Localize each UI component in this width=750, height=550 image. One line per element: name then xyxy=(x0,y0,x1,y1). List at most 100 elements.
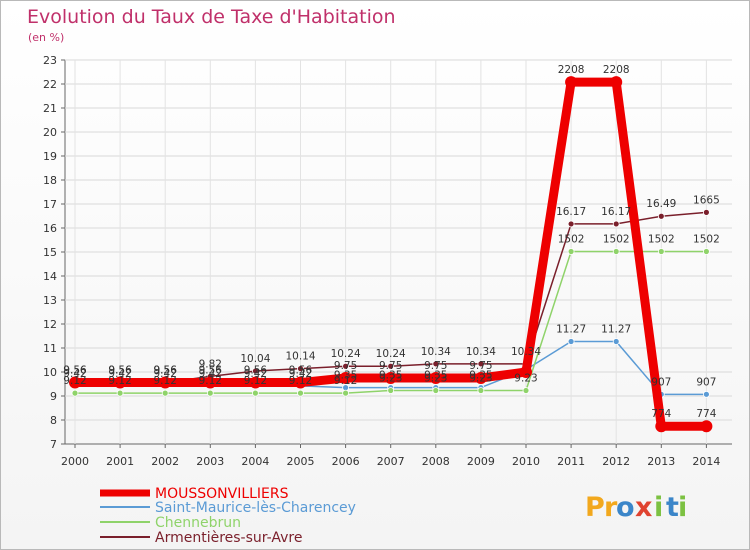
legend-label: Armentières-sur-Avre xyxy=(155,530,303,546)
brand-letter: o xyxy=(616,492,635,523)
data-point xyxy=(477,387,485,394)
data-point xyxy=(703,208,710,216)
data-label: 9.23 xyxy=(379,372,402,384)
data-label: 774 xyxy=(651,408,671,420)
data-point xyxy=(432,387,440,394)
data-label: 10.34 xyxy=(421,346,451,358)
data-label: 9.42 xyxy=(154,368,177,380)
y-tick-label: 21 xyxy=(43,102,57,115)
legend: MOUSSONVILLIERSSaint-Maurice-lès-Charenc… xyxy=(100,486,356,546)
data-label: 9.35 xyxy=(424,370,447,382)
data-label: 9.56 xyxy=(289,365,313,377)
data-point xyxy=(612,220,620,228)
data-label: 2208 xyxy=(558,64,585,76)
y-tick-label: 13 xyxy=(43,294,57,307)
data-label: 1665 xyxy=(693,194,720,206)
data-point xyxy=(69,376,81,389)
data-label: 9.12 xyxy=(63,375,86,387)
data-label: 16.17 xyxy=(556,206,586,218)
data-label: 16.17 xyxy=(601,206,631,218)
data-label: 9.42 xyxy=(199,368,222,380)
x-tick-label: 2013 xyxy=(647,455,675,468)
data-point xyxy=(432,360,440,368)
data-point xyxy=(565,76,578,89)
data-label: 2208 xyxy=(603,64,630,76)
data-point xyxy=(520,366,532,378)
y-tick-label: 9 xyxy=(50,390,57,403)
data-label: 10.24 xyxy=(376,348,406,360)
data-label: 9.82 xyxy=(199,358,222,370)
data-point xyxy=(339,372,352,384)
data-label: 9.42 xyxy=(63,368,86,380)
data-label: 9.12 xyxy=(244,375,267,387)
data-label: 9.75 xyxy=(469,360,492,372)
data-point xyxy=(429,372,442,384)
x-tick-label: 2007 xyxy=(377,455,405,468)
data-point xyxy=(522,387,530,394)
x-tick-label: 2006 xyxy=(332,455,360,468)
data-label: 1502 xyxy=(648,234,675,246)
y-tick-label: 8 xyxy=(50,414,57,427)
data-label: 10.24 xyxy=(331,348,361,360)
x-tick-label: 2005 xyxy=(287,455,315,468)
series-lines xyxy=(69,76,713,433)
data-point xyxy=(161,389,169,397)
brand-letter: i xyxy=(654,492,663,523)
data-label: 9.75 xyxy=(379,360,402,372)
data-label: 9.12 xyxy=(289,375,312,387)
data-point xyxy=(342,362,350,370)
y-tick-label: 17 xyxy=(43,198,57,211)
data-label: 10.04 xyxy=(240,353,270,365)
data-label: 9.12 xyxy=(108,375,131,387)
data-point xyxy=(567,220,575,228)
data-point xyxy=(297,389,304,397)
x-tick-label: 2009 xyxy=(467,455,495,468)
data-label: 1502 xyxy=(693,234,720,246)
data-label: 9.75 xyxy=(334,360,357,372)
brand-letter: t xyxy=(666,492,679,523)
data-point xyxy=(657,248,665,255)
y-tick-label: 19 xyxy=(43,150,57,163)
data-label: 9.35 xyxy=(379,370,402,382)
data-label: 9.35 xyxy=(469,370,492,382)
chart-subtitle: (en %) xyxy=(28,31,65,44)
x-tick-label: 2002 xyxy=(151,455,179,468)
y-axis: 7 8 9 10 11 12 13 14 15 16 17 18 19 20 21 22 23 xyxy=(43,54,65,451)
data-label: 9.75 xyxy=(424,360,447,372)
x-tick-label: 2012 xyxy=(602,455,630,468)
data-label: 907 xyxy=(651,376,671,388)
data-point xyxy=(655,420,668,433)
y-tick-label: 22 xyxy=(43,78,57,91)
data-label: 10.14 xyxy=(285,351,315,363)
data-label: 9.56 xyxy=(108,365,132,377)
data-labels: 9.56 9.56 9.56 9.56 9.56 9.56 9.75 9.75 9.75 9.75… xyxy=(63,64,719,420)
data-point xyxy=(474,372,487,384)
y-tick-label: 23 xyxy=(43,54,57,67)
data-label: 11.27 xyxy=(556,324,586,336)
y-tick-label: 14 xyxy=(43,270,57,283)
data-label: 9.56 xyxy=(199,365,223,377)
data-point xyxy=(703,390,710,398)
data-label: 9.56 xyxy=(154,365,178,377)
data-point xyxy=(114,376,127,389)
data-label: 9.23 xyxy=(514,372,537,384)
data-point xyxy=(159,376,172,389)
legend-label: MOUSSONVILLIERS xyxy=(155,486,289,502)
data-point xyxy=(249,376,262,389)
data-label: 1502 xyxy=(558,234,585,246)
y-tick-label: 18 xyxy=(43,174,57,187)
data-point xyxy=(251,389,259,397)
y-tick-label: 7 xyxy=(50,438,57,451)
data-point xyxy=(567,248,575,255)
data-label: 9.56 xyxy=(63,365,87,377)
legend-label: Saint-Maurice-lès-Charencey xyxy=(155,500,356,516)
data-point xyxy=(251,367,259,375)
y-tick-label: 15 xyxy=(43,246,57,259)
y-tick-label: 10 xyxy=(43,366,57,379)
data-label: 9.56 xyxy=(154,365,178,377)
y-tick-label: 20 xyxy=(43,126,57,139)
data-label: 11.27 xyxy=(601,324,631,336)
data-point xyxy=(700,420,713,433)
